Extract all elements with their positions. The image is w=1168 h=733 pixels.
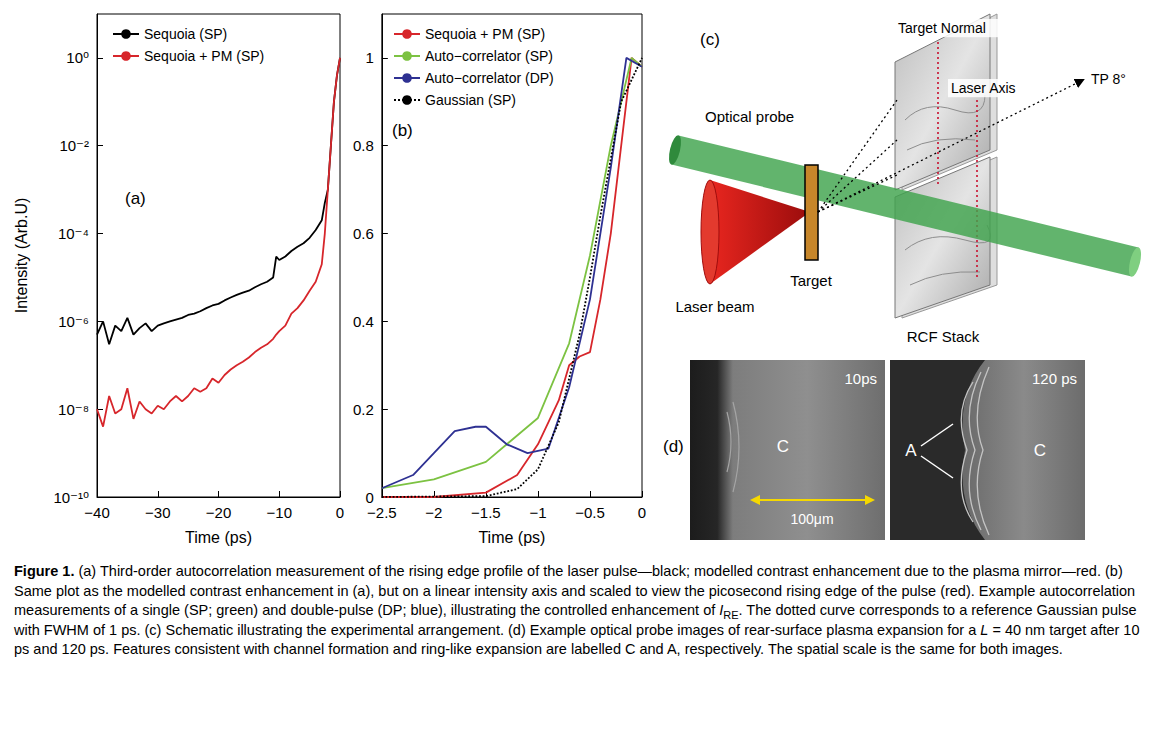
svg-text:(d): (d) bbox=[663, 437, 684, 456]
svg-text:−1.5: −1.5 bbox=[471, 504, 501, 521]
svg-text:−1: −1 bbox=[529, 504, 546, 521]
svg-text:Target: Target bbox=[790, 272, 833, 289]
svg-text:C: C bbox=[777, 437, 789, 456]
svg-text:Auto−correlator (DP): Auto−correlator (DP) bbox=[425, 70, 554, 86]
svg-text:Time (ps): Time (ps) bbox=[478, 529, 545, 546]
svg-text:RCF Stack: RCF Stack bbox=[907, 328, 980, 345]
svg-text:Optical probe: Optical probe bbox=[705, 108, 794, 125]
svg-text:−20: −20 bbox=[206, 504, 231, 521]
svg-text:Sequoia (SP): Sequoia (SP) bbox=[144, 26, 227, 42]
svg-text:10ps: 10ps bbox=[844, 370, 877, 387]
svg-text:0: 0 bbox=[366, 489, 374, 506]
svg-text:1: 1 bbox=[366, 49, 374, 66]
svg-text:100μm: 100μm bbox=[790, 511, 833, 527]
svg-text:Target Normal: Target Normal bbox=[898, 20, 986, 36]
svg-text:10⁻²: 10⁻² bbox=[59, 137, 89, 154]
svg-text:Gaussian (SP): Gaussian (SP) bbox=[425, 92, 516, 108]
svg-text:Sequoia + PM (SP): Sequoia + PM (SP) bbox=[425, 26, 545, 42]
svg-text:C: C bbox=[1034, 441, 1046, 460]
svg-text:A: A bbox=[905, 441, 917, 460]
svg-text:(c): (c) bbox=[700, 30, 720, 49]
svg-text:0.4: 0.4 bbox=[353, 313, 374, 330]
svg-text:−10: −10 bbox=[267, 504, 292, 521]
svg-text:10⁻⁴: 10⁻⁴ bbox=[58, 225, 89, 242]
svg-text:120 ps: 120 ps bbox=[1032, 370, 1077, 387]
svg-text:−30: −30 bbox=[145, 504, 170, 521]
svg-text:Time (ps): Time (ps) bbox=[185, 529, 252, 546]
svg-text:0: 0 bbox=[336, 504, 344, 521]
svg-text:10⁻⁸: 10⁻⁸ bbox=[58, 401, 89, 418]
svg-text:Laser beam: Laser beam bbox=[675, 298, 754, 315]
svg-text:0.8: 0.8 bbox=[353, 137, 374, 154]
svg-text:10⁻⁶: 10⁻⁶ bbox=[58, 313, 89, 330]
svg-text:10⁰: 10⁰ bbox=[66, 49, 89, 66]
svg-text:Sequoia + PM (SP): Sequoia + PM (SP) bbox=[144, 48, 264, 64]
svg-text:Auto−correlator (SP): Auto−correlator (SP) bbox=[425, 48, 553, 64]
svg-text:10⁻¹⁰: 10⁻¹⁰ bbox=[53, 489, 89, 506]
svg-text:Laser Axis: Laser Axis bbox=[951, 80, 1016, 96]
svg-text:−0.5: −0.5 bbox=[575, 504, 605, 521]
svg-text:−2.5: −2.5 bbox=[367, 504, 397, 521]
svg-text:0.2: 0.2 bbox=[353, 401, 374, 418]
svg-text:Intensity (Arb.U): Intensity (Arb.U) bbox=[13, 198, 30, 314]
svg-text:−2: −2 bbox=[425, 504, 442, 521]
html-text:Figure 1. (a) Third-order auto: Figure 1. (a) Third-order autocorrelatio… bbox=[14, 563, 1140, 657]
svg-text:0.6: 0.6 bbox=[353, 225, 374, 242]
svg-text:TP 8°: TP 8° bbox=[1091, 71, 1126, 87]
svg-text:0: 0 bbox=[638, 504, 646, 521]
svg-text:−40: −40 bbox=[84, 504, 109, 521]
svg-text:(b): (b) bbox=[392, 121, 413, 140]
svg-text:(a): (a) bbox=[125, 189, 146, 208]
